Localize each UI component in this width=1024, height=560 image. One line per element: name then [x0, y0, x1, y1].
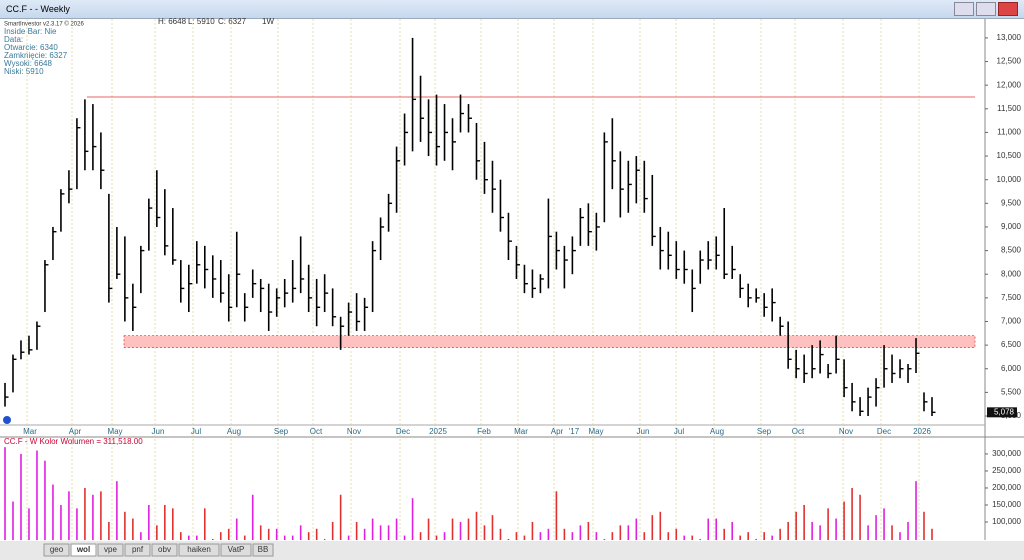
x-tick-label: Dec [877, 427, 891, 436]
header-high: H: 6648 [158, 17, 187, 26]
y-tick-label: 8,500 [1001, 246, 1022, 255]
window-title: CC.F - - Weekly [6, 4, 70, 14]
tab[interactable] [43, 543, 70, 557]
info-line: Otwarcie: 6340 [4, 43, 58, 52]
tab-label: BB [258, 545, 269, 554]
x-tick-label: Nov [839, 427, 853, 436]
tab-label: wol [76, 545, 90, 554]
tab-label: VatP [228, 545, 245, 554]
title-bar: CC.F - - Weekly [0, 0, 1024, 19]
info-icon[interactable] [3, 416, 11, 424]
tab[interactable] [178, 543, 220, 557]
tab-label: pnf [132, 545, 144, 554]
volume-title: CC.F - W Kolor Wolumen = 311,518.00 [4, 437, 143, 446]
x-tick-label: Sep [274, 427, 289, 436]
y-tick-label: 13,000 [997, 33, 1022, 42]
x-tick-label: Jul [191, 427, 201, 436]
tab[interactable] [252, 543, 274, 557]
volume-tick-label: 250,000 [992, 466, 1021, 475]
y-tick-label: 7,000 [1001, 317, 1022, 326]
y-tick-label: 12,500 [997, 57, 1022, 66]
tab[interactable] [97, 543, 124, 557]
info-line: Wysoki: 6648 [4, 59, 53, 68]
volume-tick-label: 300,000 [992, 449, 1021, 458]
y-tick-label: 10,000 [997, 175, 1022, 184]
maximize[interactable] [976, 2, 996, 16]
x-tick-label: Oct [792, 427, 805, 436]
x-tick-label: 2026 [913, 427, 931, 436]
y-tick-label: 9,000 [1001, 222, 1022, 231]
info-line: Niski: 5910 [4, 67, 44, 76]
x-tick-label: Aug [227, 427, 241, 436]
x-tick-label: Dec [396, 427, 410, 436]
last-price-label: 5,078 [994, 407, 1015, 416]
info-line: Data: [4, 35, 23, 44]
y-tick-label: 6,000 [1001, 364, 1022, 373]
y-tick-label: 9,500 [1001, 198, 1022, 207]
tab[interactable] [151, 543, 178, 557]
app-name: SmartInvestor v2.3.17 © 2026 [4, 21, 84, 28]
x-tick-label: Mar [514, 427, 528, 436]
x-tick-label: '17 [569, 427, 580, 436]
tab[interactable] [70, 543, 97, 557]
window-controls [954, 2, 1018, 16]
price-panel [0, 19, 985, 425]
x-tick-label: Feb [477, 427, 491, 436]
x-tick-label: Nov [347, 427, 361, 436]
x-tick-label: Sep [757, 427, 772, 436]
tab-label: obv [158, 545, 171, 554]
y-tick-label: 11,500 [997, 104, 1021, 113]
tab[interactable] [220, 543, 252, 557]
header-low: L: 5910 [188, 17, 215, 26]
info-line: Inside Bar: Nie [4, 27, 57, 36]
close[interactable] [998, 2, 1018, 16]
tab-label: vpe [104, 545, 117, 554]
minimize[interactable] [954, 2, 974, 16]
volume-tick-label: 200,000 [992, 483, 1021, 492]
y-tick-label: 6,500 [1001, 340, 1022, 349]
x-tick-label: Mar [23, 427, 37, 436]
tab-label: geo [50, 545, 64, 554]
x-tick-label: Jul [674, 427, 684, 436]
x-tick-label: Aug [710, 427, 724, 436]
x-tick-label: May [588, 427, 603, 436]
x-tick-label: Apr [551, 427, 564, 436]
header-close: C: 6327 [218, 17, 247, 26]
volume-bars [4, 447, 933, 540]
x-tick-label: Apr [69, 427, 82, 436]
y-tick-label: 12,000 [997, 80, 1022, 89]
header-interval: 1W [262, 17, 274, 26]
volume-tick-label: 150,000 [992, 500, 1021, 509]
x-tick-label: Oct [310, 427, 323, 436]
last-price-box [987, 407, 1017, 418]
y-tick-label: 5,500 [1001, 387, 1022, 396]
tab-label: haiken [187, 545, 211, 554]
tab[interactable] [124, 543, 151, 557]
x-tick-label: Jun [637, 427, 650, 436]
info-line: Zamknięcie: 6327 [4, 51, 68, 60]
y-tick-label: 8,000 [1001, 269, 1022, 278]
x-tick-label: 2025 [429, 427, 447, 436]
y-tick-label: 10,500 [997, 151, 1022, 160]
x-tick-label: Jun [152, 427, 165, 436]
y-tick-label: 7,500 [1001, 293, 1022, 302]
y-tick-label: 11,000 [997, 128, 1021, 137]
support-zone [123, 335, 976, 348]
x-tick-label: May [107, 427, 122, 436]
volume-tick-label: 100,000 [992, 517, 1021, 526]
